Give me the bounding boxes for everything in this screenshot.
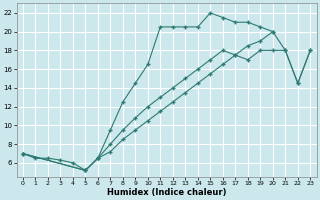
X-axis label: Humidex (Indice chaleur): Humidex (Indice chaleur) <box>107 188 226 197</box>
